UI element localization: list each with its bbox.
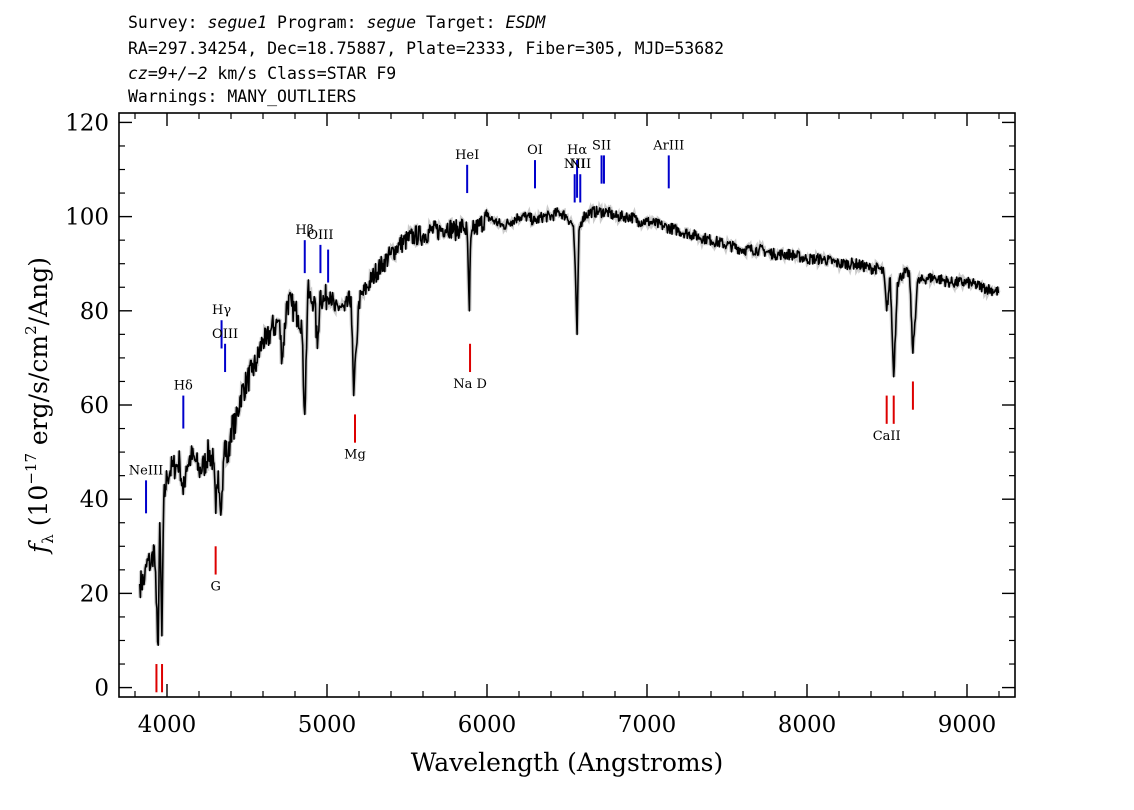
y-axis-title-unit-a: (10 [24, 485, 53, 535]
emission-line-label-10: Hα [567, 143, 587, 158]
spectrum-error-band [137, 200, 1001, 646]
emission-line-label-11: NII [569, 157, 591, 172]
emission-line-label-4: Hβ [295, 223, 314, 238]
x-tick-label-1: 5000 [298, 712, 357, 738]
header-program-key: Program: [267, 13, 366, 32]
y-axis-title-f: f [24, 540, 53, 555]
emission-line-label-12: SII [592, 138, 611, 153]
x-tick-label-0: 4000 [138, 712, 197, 738]
header-survey-value: segue1 [207, 13, 267, 32]
header-target-key: Target: [416, 13, 505, 32]
y-tick-label-0: 0 [94, 676, 109, 702]
y-tick-label-1: 20 [80, 581, 109, 607]
y-tick-label-2: 40 [80, 487, 109, 513]
emission-line-label-2: Hγ [212, 303, 231, 318]
header-survey-key: Survey: [128, 13, 207, 32]
header-block: Survey: segue1 Program: segue Target: ES… [128, 13, 724, 106]
y-axis-title-unit-c: /Ang) [24, 257, 53, 325]
header-warnings-line: Warnings: MANY_OUTLIERS [128, 87, 356, 106]
y-tick-label-4: 80 [80, 299, 109, 325]
y-axis-title-sub: λ [39, 534, 57, 544]
emission-line-label-7: HeI [455, 148, 479, 163]
emission-line-label-1: Hδ [174, 379, 193, 394]
emission-line-label-8: OI [527, 143, 543, 158]
emission-line-label-9: NII [564, 157, 586, 172]
x-tick-label-2: 6000 [458, 712, 517, 738]
y-axis-title-exp: −17 [22, 453, 40, 485]
absorption-line-label-2: G [210, 580, 220, 595]
emission-line-label-14: ArIII [652, 138, 684, 153]
header-program-value: segue [366, 13, 416, 32]
absorption-line-label-3: Mg [344, 448, 366, 463]
y-tick-label-5: 100 [65, 205, 109, 231]
y-tick-label-6: 120 [65, 110, 109, 136]
absorption-line-label-5: CaII [873, 429, 901, 444]
emission-line-label-3: OIII [212, 327, 238, 342]
emission-line-label-5: OIII [307, 228, 333, 243]
header-survey-line: Survey: segue1 Program: segue Target: ES… [128, 13, 546, 32]
header-coords-line: RA=297.34254, Dec=18.75887, Plate=2333, … [128, 39, 724, 58]
header-cz: cz=9+/−2 [128, 64, 208, 83]
x-tick-label-3: 7000 [618, 712, 677, 738]
header-class-line: cz=9+/−2 km/s Class=STAR F9 [128, 64, 396, 83]
spectrum-line [139, 205, 1000, 646]
x-axis-title: Wavelength (Angstroms) [411, 748, 723, 777]
emission-line-label-0: NeIII [129, 463, 163, 478]
y-axis-title-unit-b: erg/s/cm [24, 335, 53, 453]
y-axis-title-sq: 2 [22, 325, 40, 335]
x-tick-label-5: 9000 [938, 712, 997, 738]
plot-frame [118, 112, 1016, 698]
y-axis-title: fλ (10−17 erg/s/cm2/Ang) [22, 257, 57, 555]
header-class: km/s Class=STAR F9 [207, 64, 396, 83]
x-tick-label-4: 8000 [778, 712, 837, 738]
absorption-line-label-4: Na D [453, 377, 487, 392]
y-tick-label-3: 60 [80, 393, 109, 419]
header-target-value: ESDM [506, 13, 547, 32]
